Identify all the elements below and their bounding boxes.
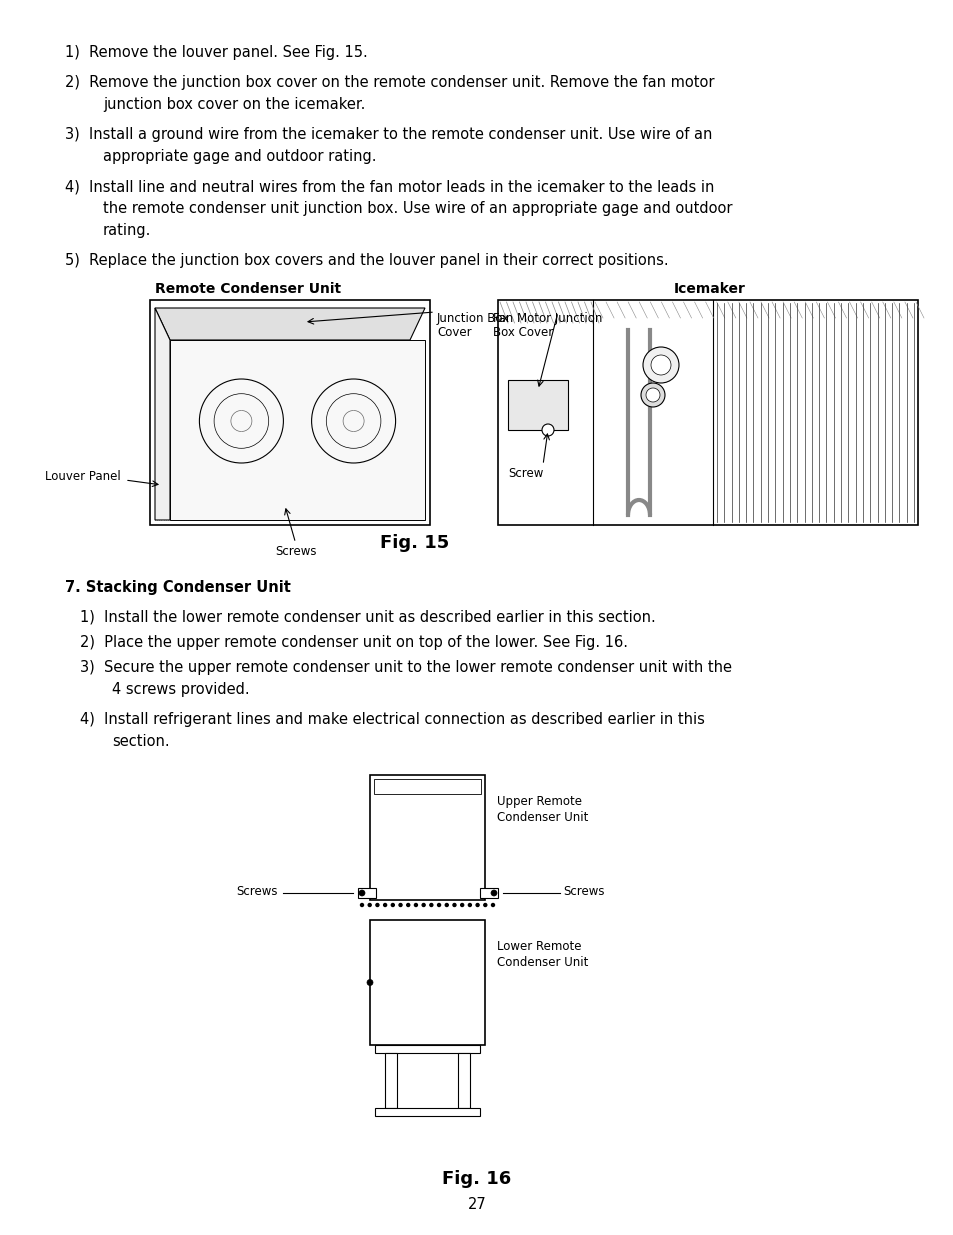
Text: 4 screws provided.: 4 screws provided.: [112, 682, 250, 697]
Text: the remote condenser unit junction box. Use wire of an appropriate gage and outd: the remote condenser unit junction box. …: [103, 201, 732, 216]
Text: Screws: Screws: [274, 545, 316, 558]
Text: Screws: Screws: [236, 885, 277, 898]
Circle shape: [437, 904, 440, 906]
Circle shape: [642, 347, 679, 383]
Circle shape: [460, 904, 463, 906]
Text: 4)  Install line and neutral wires from the fan motor leads in the icemaker to t: 4) Install line and neutral wires from t…: [65, 179, 714, 194]
Circle shape: [640, 383, 664, 408]
Text: Fig. 16: Fig. 16: [442, 1170, 511, 1188]
Circle shape: [358, 890, 365, 897]
Circle shape: [391, 904, 394, 906]
Circle shape: [375, 904, 378, 906]
Circle shape: [541, 424, 554, 436]
Bar: [150, 300, 430, 525]
Text: 7. Stacking Condenser Unit: 7. Stacking Condenser Unit: [65, 580, 291, 595]
Circle shape: [360, 904, 363, 906]
Bar: [370, 776, 484, 900]
Circle shape: [383, 904, 386, 906]
Text: Upper Remote: Upper Remote: [497, 795, 581, 808]
Circle shape: [453, 904, 456, 906]
Text: junction box cover on the icemaker.: junction box cover on the icemaker.: [103, 98, 365, 112]
Circle shape: [483, 904, 486, 906]
Circle shape: [491, 904, 494, 906]
Bar: [375, 1108, 479, 1116]
Circle shape: [398, 904, 401, 906]
Text: 1)  Install the lower remote condenser unit as described earlier in this section: 1) Install the lower remote condenser un…: [80, 610, 655, 625]
Bar: [507, 380, 567, 430]
Text: Fig. 15: Fig. 15: [380, 534, 449, 552]
Text: Louver Panel: Louver Panel: [45, 471, 121, 483]
Text: 1)  Remove the louver panel. See Fig. 15.: 1) Remove the louver panel. See Fig. 15.: [65, 44, 367, 61]
Bar: [375, 1045, 479, 1053]
Bar: [170, 340, 424, 520]
Circle shape: [445, 904, 448, 906]
Bar: [385, 1053, 396, 1108]
Text: Screws: Screws: [562, 885, 604, 898]
Circle shape: [476, 904, 478, 906]
Text: 3)  Install a ground wire from the icemaker to the remote condenser unit. Use wi: 3) Install a ground wire from the icemak…: [65, 127, 712, 142]
Text: rating.: rating.: [103, 224, 152, 238]
Text: Box Cover: Box Cover: [493, 326, 553, 338]
Text: Condenser Unit: Condenser Unit: [497, 811, 588, 824]
Text: 3)  Secure the upper remote condenser unit to the lower remote condenser unit wi: 3) Secure the upper remote condenser uni…: [80, 659, 731, 676]
Circle shape: [422, 904, 425, 906]
Circle shape: [367, 979, 373, 986]
Polygon shape: [154, 308, 170, 520]
Circle shape: [430, 904, 433, 906]
Polygon shape: [154, 308, 424, 340]
Text: Screw: Screw: [507, 467, 543, 480]
Text: section.: section.: [112, 734, 170, 748]
Bar: [374, 779, 480, 794]
Text: 2)  Place the upper remote condenser unit on top of the lower. See Fig. 16.: 2) Place the upper remote condenser unit…: [80, 635, 627, 650]
Text: Fan Motor Junction: Fan Motor Junction: [493, 312, 601, 325]
Circle shape: [645, 388, 659, 403]
Text: Junction Box: Junction Box: [436, 312, 510, 325]
Bar: [357, 888, 375, 898]
Text: 5)  Replace the junction box covers and the louver panel in their correct positi: 5) Replace the junction box covers and t…: [65, 253, 668, 268]
Circle shape: [368, 904, 371, 906]
Bar: [457, 1053, 470, 1108]
Text: Cover: Cover: [436, 326, 471, 338]
Text: 27: 27: [467, 1197, 486, 1212]
Text: Remote Condenser Unit: Remote Condenser Unit: [154, 282, 341, 296]
Bar: [497, 300, 917, 525]
Circle shape: [650, 354, 670, 375]
Bar: [479, 888, 497, 898]
Text: 2)  Remove the junction box cover on the remote condenser unit. Remove the fan m: 2) Remove the junction box cover on the …: [65, 75, 714, 90]
Circle shape: [468, 904, 471, 906]
Circle shape: [491, 890, 497, 897]
Text: appropriate gage and outdoor rating.: appropriate gage and outdoor rating.: [103, 149, 376, 164]
Text: Condenser Unit: Condenser Unit: [497, 956, 588, 969]
Bar: [370, 920, 484, 1045]
Text: Lower Remote: Lower Remote: [497, 940, 581, 953]
Text: 4)  Install refrigerant lines and make electrical connection as described earlie: 4) Install refrigerant lines and make el…: [80, 713, 704, 727]
Circle shape: [406, 904, 409, 906]
Circle shape: [414, 904, 417, 906]
Text: Icemaker: Icemaker: [674, 282, 745, 296]
